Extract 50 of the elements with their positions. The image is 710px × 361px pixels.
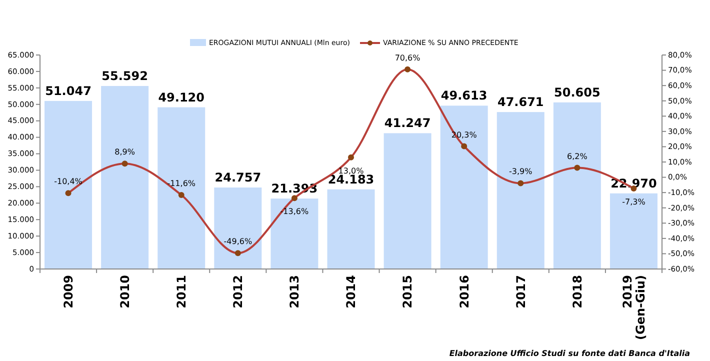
x-tick-label: 2019 (Gen-Giu) [620, 275, 648, 340]
point [348, 154, 354, 160]
point [404, 66, 411, 72]
data-label: -11,6% [167, 179, 196, 188]
point [461, 143, 468, 150]
data-label: 50.605 [554, 85, 600, 100]
x-tick-label: 2014 [344, 275, 358, 308]
point [234, 250, 241, 256]
bar [553, 102, 601, 269]
data-label: 13,0% [338, 166, 364, 176]
data-label: -10,4% [54, 177, 83, 186]
bar [101, 86, 149, 269]
x-tick-label: 2018 [570, 275, 584, 308]
point [178, 192, 184, 198]
bar [214, 187, 262, 269]
bar [44, 100, 92, 269]
data-label: 8,9% [114, 148, 136, 157]
data-label: 55.592 [102, 68, 148, 83]
point [574, 164, 580, 171]
bar [496, 112, 544, 269]
bar [440, 106, 488, 269]
point [518, 180, 524, 186]
x-tick-label: 2011 [174, 275, 189, 308]
x-tick-label: 2009 [61, 275, 76, 308]
bar [270, 198, 318, 269]
x-tick-label: 2012 [231, 275, 246, 308]
x-tick-label: 2016 [457, 275, 472, 308]
bar [327, 189, 375, 269]
data-label: -3,9% [509, 167, 533, 176]
text: Elaborazione Ufficio Studi su fonte dati Banca d'Italia [449, 349, 690, 358]
bar [610, 193, 658, 269]
data-label: 24.757 [214, 170, 262, 184]
x-tick-label: 2010 [118, 275, 132, 308]
point [291, 195, 298, 202]
x-tick-label: 2013 [288, 275, 302, 308]
point [122, 160, 128, 167]
data-label: 70,6% [394, 53, 421, 62]
data-label: 41.247 [384, 116, 431, 130]
bar [384, 133, 432, 269]
point [65, 190, 72, 196]
data-label: 49.120 [158, 90, 205, 104]
bar [158, 107, 206, 269]
x-tick-label: 2017 [514, 275, 528, 308]
x-tick-label: 2015 [400, 275, 415, 308]
data-label: -49,6% [224, 237, 252, 246]
data-label: -7,3% [622, 197, 646, 206]
data-label: 49.613 [440, 88, 488, 103]
data-label: 47.671 [497, 95, 544, 110]
data-label: 6,2% [567, 152, 588, 161]
data-label: 51.047 [45, 84, 92, 98]
